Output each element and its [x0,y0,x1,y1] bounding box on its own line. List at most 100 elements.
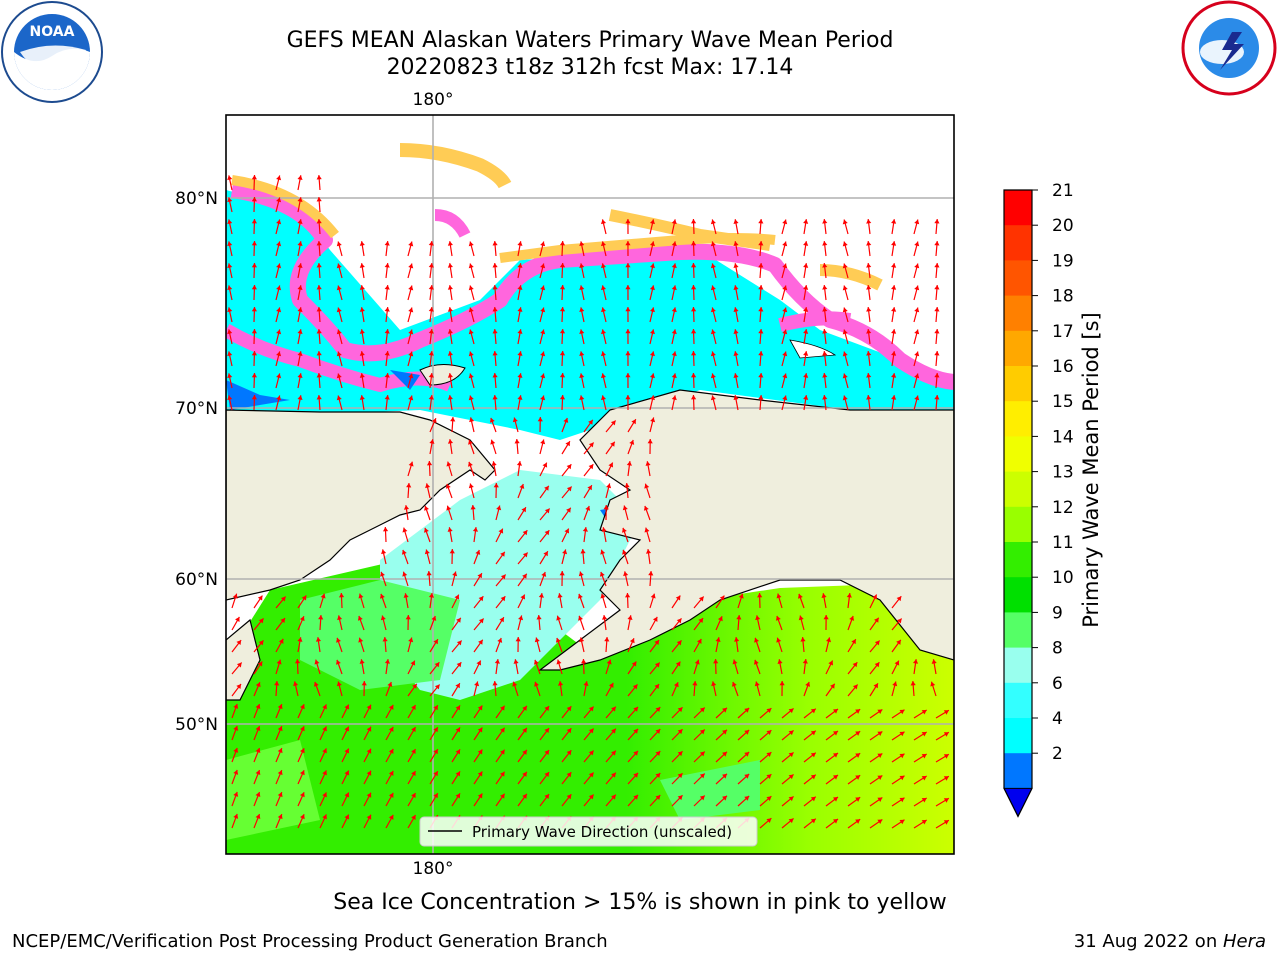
wave-arrow-head [754,637,759,643]
wave-arrow-head [251,219,257,224]
wave-arrow-head [583,681,589,686]
wave-arrow-head [891,351,897,356]
wave-arrow-head [255,726,261,731]
wave-arrow-head [788,774,794,780]
wave-arrow-head [899,819,905,825]
wave-arrow-head [517,285,523,290]
land-chukotka [226,409,496,601]
wave-arrow-head [758,307,764,312]
wave-arrow-head [559,351,566,356]
wave-arrow-head [359,285,365,290]
wave-arrow-head [541,571,547,577]
wave-arrow-head [543,551,548,557]
wave-arrow-head [227,197,233,203]
wave-arrow-head [631,419,636,425]
wave-arrow-head [337,615,343,621]
colorbar-tick-label: 13 [1052,463,1074,483]
wave-arrow-head [914,219,920,225]
wave-arrow-head [621,527,627,533]
wave-arrow-head [384,307,390,312]
wave-arrow-head [358,593,364,599]
wave-arrow-head [842,285,848,291]
land-kamchatka [226,618,261,701]
wave-arrow-head [500,551,505,557]
wave-arrow-head [251,197,257,202]
legend-label: Primary Wave Direction (unscaled) [472,823,732,841]
wave-arrow-head [588,464,594,470]
wave-arrow-head [472,527,479,532]
wave-arrow-head [388,748,394,754]
wave-arrow-head [447,329,453,334]
wave-arrow-head [454,594,460,600]
wave-arrow-head [411,727,416,733]
wave-arrow-head [280,618,286,623]
wave-arrow-head [873,683,878,689]
map-frame [225,114,955,855]
wave-arrow-head [534,637,540,643]
wave-arrow-head [255,748,261,753]
wave-arrow-head [828,660,834,666]
wave-arrow-head [600,593,606,599]
wave-arrow-head [277,814,283,820]
wave-arrow-head [779,681,785,686]
wave-arrow-head [411,749,416,755]
wave-arrow-head [408,637,414,643]
wave-arrow-head [428,351,434,356]
wave-arrow-head [710,241,716,247]
wave-arrow-head [846,593,852,598]
wave-arrow-head [671,373,677,379]
wave-arrow-head [468,329,474,335]
wave-arrow-head [344,792,350,798]
wave-arrow-head [227,373,233,379]
wave-arrow-head [542,462,548,468]
wave-arrow-head [557,593,563,598]
wave-arrow-head [577,593,583,599]
wave-arrow-head [699,729,705,735]
wave-arrow-head [899,753,905,759]
wave-arrow-head [384,329,390,334]
wave-arrow-head [788,708,794,714]
wave-arrow-head [842,351,848,357]
wave-arrow-head [299,616,305,622]
wave-arrow-head [649,241,655,247]
wave-arrow-head [276,175,282,181]
wave-arrow-head [649,329,655,335]
wave-arrow-head [492,307,498,312]
wave-arrow-head [492,351,498,356]
wave-arrow-head [566,486,572,492]
wave-arrow-head [802,659,808,664]
wave-arrow-head [227,263,233,269]
wave-arrow-head [297,307,303,312]
wave-arrow-head [874,662,880,668]
wave-arrow-head [610,420,616,426]
wave-arrow-head [652,616,658,622]
wave-arrow-head [892,681,898,687]
wave-arrow-head [512,681,518,687]
wave-arrow-head [603,505,609,510]
wave-arrow-head [447,439,454,444]
wave-arrow-head [866,329,872,334]
wave-arrow-head [540,395,546,401]
wave-arrow-head [852,662,858,668]
wave-arrow-head [581,659,587,664]
wave-arrow-head [468,285,474,291]
wave-arrow-head [766,818,772,823]
wave-arrow-head [540,439,546,445]
wave-arrow-head [691,329,697,334]
colorbar-tick-label: 17 [1052,322,1074,342]
wave-arrow-head [782,351,788,357]
wave-arrow-head [336,351,342,357]
wave-arrow-head [359,395,365,400]
wave-arrow-head [235,616,240,622]
wave-arrow-head [384,373,390,378]
lat-label-60: 60°N [175,570,218,590]
wave-arrow-head [388,770,394,776]
wave-arrow-head [424,549,430,555]
wave-arrow-head [359,373,365,378]
wave-arrow-head [676,618,682,624]
wave-arrow-head [380,571,385,577]
wave-arrow-head [344,748,350,754]
wave-arrow-head [492,329,498,334]
wave-arrow-head [455,705,461,711]
chart-subtitle: 20220823 t18z 312h fcst Max: 17.14 [386,55,794,80]
